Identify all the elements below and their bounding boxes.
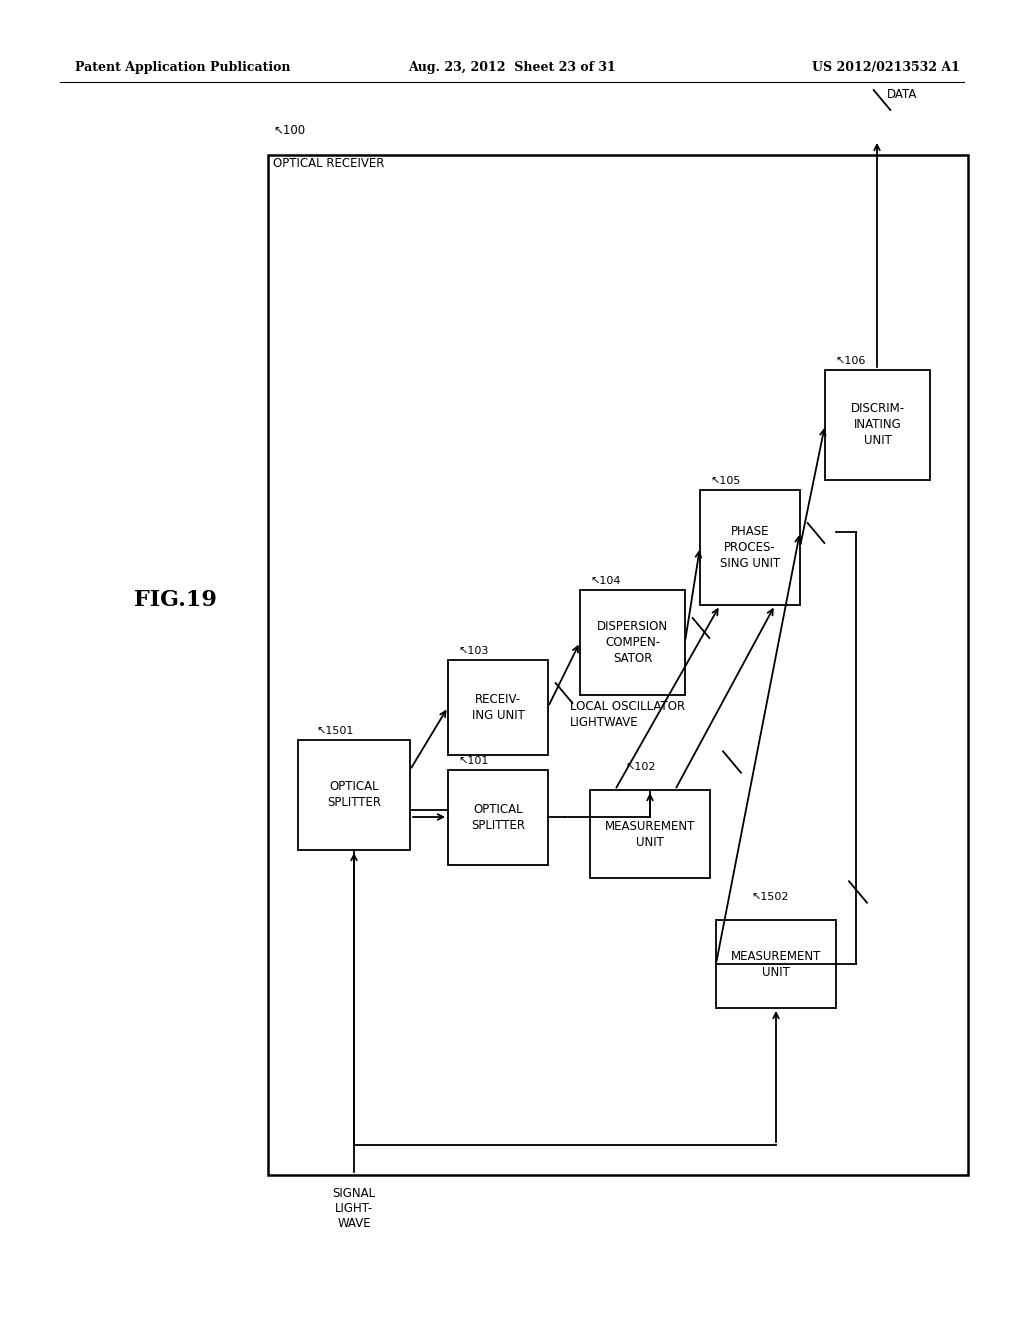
- Text: OPTICAL
SPLITTER: OPTICAL SPLITTER: [327, 780, 381, 809]
- Text: ↖1502: ↖1502: [751, 892, 788, 902]
- Text: DISCRIM-
INATING
UNIT: DISCRIM- INATING UNIT: [851, 403, 904, 447]
- Text: Patent Application Publication: Patent Application Publication: [75, 62, 291, 74]
- Text: US 2012/0213532 A1: US 2012/0213532 A1: [812, 62, 961, 74]
- Bar: [298, 741, 410, 850]
- Text: RECEIV-
ING UNIT: RECEIV- ING UNIT: [472, 693, 524, 722]
- Text: SIGNAL
LIGHT-
WAVE: SIGNAL LIGHT- WAVE: [333, 1187, 376, 1230]
- Text: MEASUREMENT
UNIT: MEASUREMENT UNIT: [605, 820, 695, 849]
- Text: LOCAL OSCILLATOR
LIGHTWAVE: LOCAL OSCILLATOR LIGHTWAVE: [570, 700, 685, 729]
- Text: ↖105: ↖105: [710, 477, 740, 486]
- Text: OPTICAL
SPLITTER: OPTICAL SPLITTER: [471, 803, 525, 832]
- Text: Aug. 23, 2012  Sheet 23 of 31: Aug. 23, 2012 Sheet 23 of 31: [409, 62, 615, 74]
- Bar: [590, 789, 710, 878]
- Text: ↖106: ↖106: [835, 356, 865, 366]
- Bar: [449, 660, 548, 755]
- Bar: [268, 154, 968, 1175]
- Bar: [449, 770, 548, 865]
- Text: ↖103: ↖103: [458, 645, 488, 656]
- Text: DATA: DATA: [887, 88, 918, 102]
- Text: ↖1501: ↖1501: [316, 726, 353, 737]
- Text: MEASUREMENT
UNIT: MEASUREMENT UNIT: [731, 949, 821, 978]
- Text: PHASE
PROCES-
SING UNIT: PHASE PROCES- SING UNIT: [720, 525, 780, 570]
- Text: DISPERSION
COMPEN-
SATOR: DISPERSION COMPEN- SATOR: [597, 620, 668, 665]
- Bar: [700, 490, 800, 605]
- Text: FIG.19: FIG.19: [133, 589, 216, 611]
- Text: ↖102: ↖102: [625, 762, 655, 772]
- Text: OPTICAL RECEIVER: OPTICAL RECEIVER: [273, 157, 384, 170]
- Bar: [716, 920, 836, 1008]
- Text: ↖101: ↖101: [458, 756, 488, 766]
- Text: ↖104: ↖104: [590, 576, 621, 586]
- Bar: [580, 590, 685, 696]
- Bar: [825, 370, 930, 480]
- Text: ↖100: ↖100: [273, 124, 305, 137]
